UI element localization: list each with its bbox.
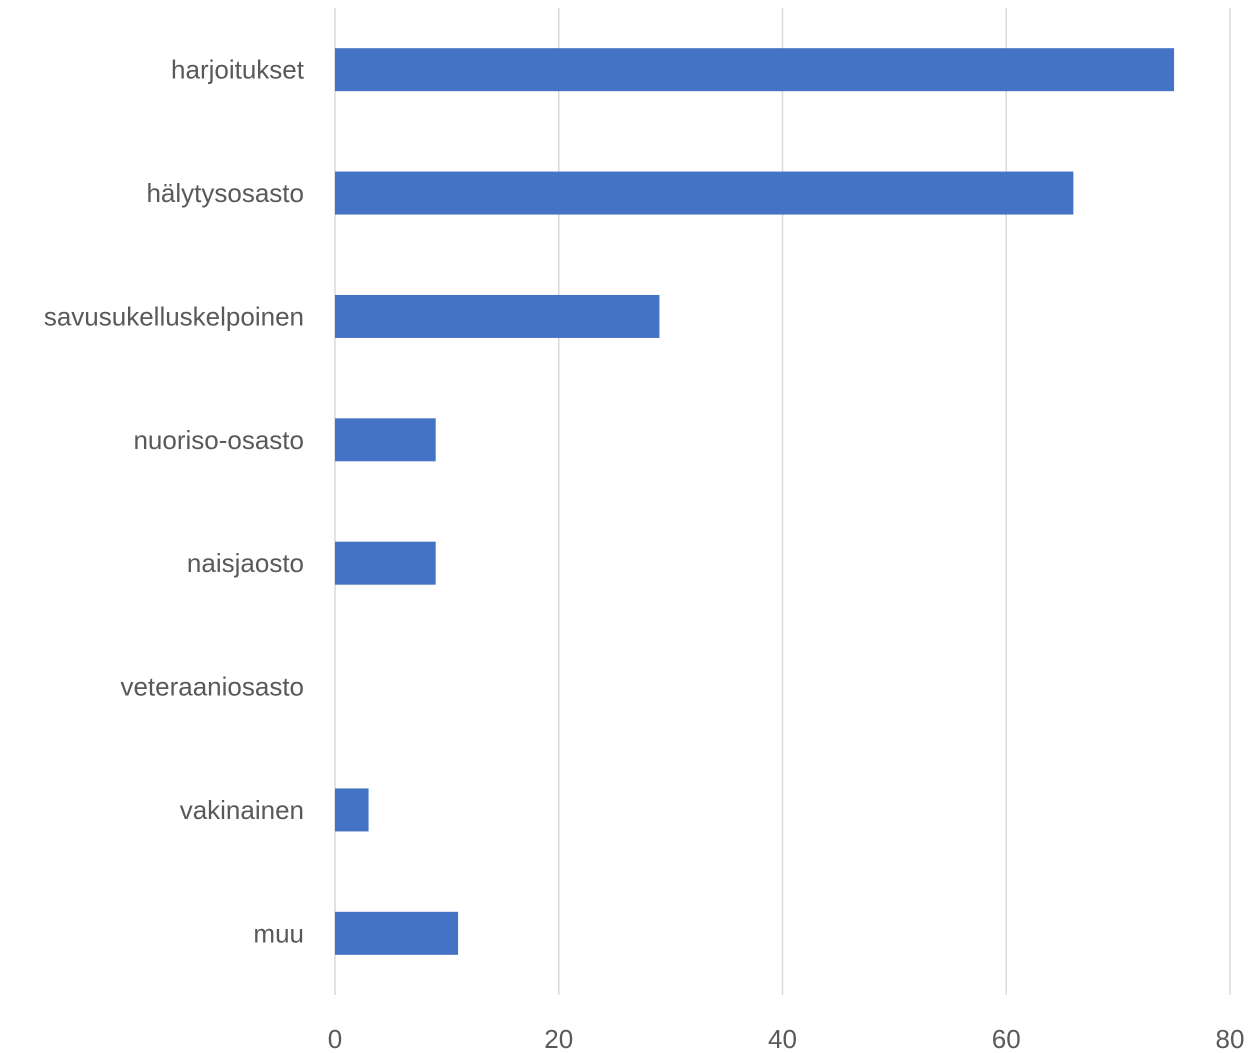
category-label-savusukelluskelpoinen: savusukelluskelpoinen xyxy=(44,301,304,331)
bar-vakinainen xyxy=(335,788,369,832)
bar-muu xyxy=(335,911,459,955)
x-tick-label-40: 40 xyxy=(768,1024,797,1053)
x-tick-label-60: 60 xyxy=(992,1024,1021,1053)
category-label-halytysosasto: hälytysosasto xyxy=(146,178,304,208)
category-label-veteraaniosasto: veteraaniosasto xyxy=(120,672,304,702)
category-label-naisjaosto: naisjaosto xyxy=(187,548,304,578)
category-label-vakinainen: vakinainen xyxy=(180,795,304,825)
x-axis-tick-labels: 0 20 40 60 80 xyxy=(328,1024,1245,1053)
category-labels: harjoitukset hälytysosasto savusukelluskel… xyxy=(44,55,305,949)
bar-savusukelluskelpoinen xyxy=(335,294,660,338)
x-tick-label-80: 80 xyxy=(1216,1024,1245,1053)
bar-nuoriso-osasto xyxy=(335,418,436,462)
bar-harjoitukset xyxy=(335,48,1175,92)
category-label-harjoitukset: harjoitukset xyxy=(171,55,305,85)
gridlines xyxy=(334,8,1231,995)
x-tick-label-0: 0 xyxy=(328,1024,342,1053)
category-label-muu: muu xyxy=(253,918,304,948)
category-label-nuoriso-osasto: nuoriso-osasto xyxy=(133,425,304,455)
bar-halytysosasto xyxy=(335,171,1074,215)
bar-naisjaosto xyxy=(335,541,436,585)
bars xyxy=(335,48,1175,955)
x-tick-label-20: 20 xyxy=(544,1024,573,1053)
